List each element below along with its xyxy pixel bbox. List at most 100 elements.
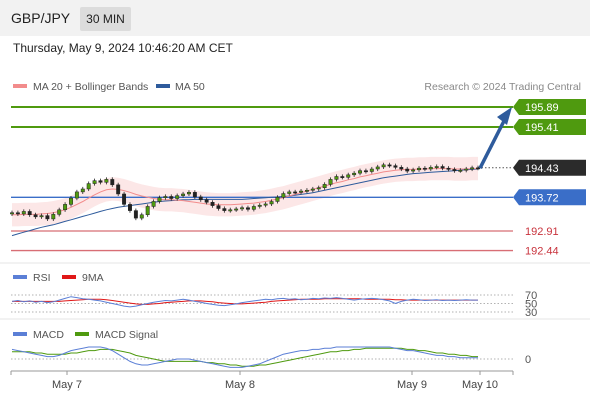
ma20-legend-label: MA 20 + Bollinger Bands: [33, 81, 148, 93]
candle: [245, 205, 250, 212]
x-tick-label: May 8: [225, 379, 255, 391]
candle: [92, 178, 97, 186]
candle: [411, 167, 416, 174]
rsi-legend: RSI 9MA: [13, 272, 104, 284]
candle: [110, 177, 115, 187]
candle: [387, 162, 392, 168]
candle: [269, 199, 274, 207]
candle: [21, 209, 26, 217]
candle: [352, 171, 357, 177]
candle: [381, 162, 386, 169]
candle: [10, 210, 14, 217]
level-tag-193.72: [513, 189, 586, 206]
rsi-legend-swatch: [13, 275, 27, 279]
candle: [334, 174, 339, 182]
macd-signal-legend-label: MACD Signal: [95, 329, 158, 341]
candle: [39, 213, 44, 219]
ma20-line: [12, 168, 478, 216]
ma9-legend-label: 9MA: [82, 272, 104, 284]
ma50-legend-swatch: [156, 84, 170, 88]
candle: [33, 212, 38, 219]
chart-header: GBP/JPY 30 MIN: [0, 0, 590, 36]
candle: [369, 166, 374, 174]
macd-panel: 0: [11, 346, 531, 368]
candle: [464, 166, 469, 173]
candle: [422, 166, 427, 172]
candle: [346, 172, 351, 180]
candle: [316, 185, 321, 192]
macd-legend: MACD MACD Signal: [13, 329, 158, 341]
level-tag-195.41: [513, 118, 586, 135]
candle: [15, 210, 20, 217]
level-tag-text-194.43: 194.43: [525, 163, 559, 175]
ma20-legend-swatch: [13, 84, 27, 88]
candle: [204, 197, 209, 205]
candle: [446, 166, 451, 172]
candle: [122, 191, 127, 207]
projection-arrow-shaft: [478, 118, 507, 169]
macd-signal-legend-swatch: [75, 332, 89, 336]
candle: [210, 200, 215, 208]
rsi-legend-label: RSI: [33, 272, 51, 284]
candle: [275, 195, 280, 204]
ma50-line: [11, 168, 479, 237]
candle: [417, 166, 421, 172]
projection-arrow-head: [497, 107, 512, 125]
x-axis: May 7 May 8 May 9 May 10: [10, 370, 514, 391]
candle: [470, 165, 475, 172]
candle: [128, 202, 132, 213]
candle: [428, 165, 433, 172]
candle: [340, 174, 345, 180]
candle: [157, 195, 162, 204]
candle: [181, 191, 186, 198]
x-tick-label: May 7: [52, 379, 82, 391]
candle: [310, 186, 315, 193]
candle: [358, 168, 362, 176]
candle: [476, 165, 480, 171]
level-tag-text-193.72: 193.72: [525, 192, 559, 204]
price-panel: 195.89 195.41 194.43 193.72 192.91 192.44: [10, 99, 586, 258]
candle: [299, 188, 303, 195]
timestamp: Thursday, May 9, 2024 10:46:20 AM CET: [13, 41, 233, 55]
candle: [251, 204, 256, 212]
candle: [163, 194, 168, 200]
candle: [198, 194, 203, 202]
candle: [240, 205, 245, 212]
candle: [434, 164, 439, 170]
candle: [440, 164, 445, 171]
candle: [452, 167, 457, 173]
candle: [187, 190, 191, 197]
macd-tick-0: 0: [525, 354, 531, 366]
currency-pair-title: GBP/JPY: [11, 10, 71, 26]
level-label-192.91: 192.91: [525, 226, 559, 238]
x-tick-label: May 10: [462, 379, 498, 391]
interval-badge[interactable]: 30 MIN: [80, 7, 131, 31]
candle: [133, 208, 138, 221]
candle: [45, 213, 50, 222]
ma9-legend-swatch: [62, 275, 76, 279]
candle: [69, 196, 73, 207]
candle: [293, 189, 298, 195]
candle: [51, 212, 56, 222]
candle: [116, 182, 121, 197]
price-legend: MA 20 + Bollinger Bands MA 50 Research ©…: [13, 81, 581, 93]
x-tick-label: May 9: [397, 379, 427, 391]
candle: [80, 186, 85, 194]
candle: [222, 206, 227, 213]
candle: [393, 163, 398, 170]
candle: [228, 207, 233, 213]
candle: [405, 166, 410, 174]
candle: [104, 177, 109, 185]
candle: [175, 193, 180, 201]
candle: [216, 203, 221, 211]
candle: [322, 182, 327, 190]
candle: [139, 212, 144, 221]
candle: [57, 207, 62, 217]
level-tag-195.89: [513, 99, 586, 115]
macd-legend-label: MACD: [33, 329, 64, 341]
candle: [27, 209, 32, 217]
candle: [151, 199, 156, 209]
candle: [86, 181, 91, 192]
